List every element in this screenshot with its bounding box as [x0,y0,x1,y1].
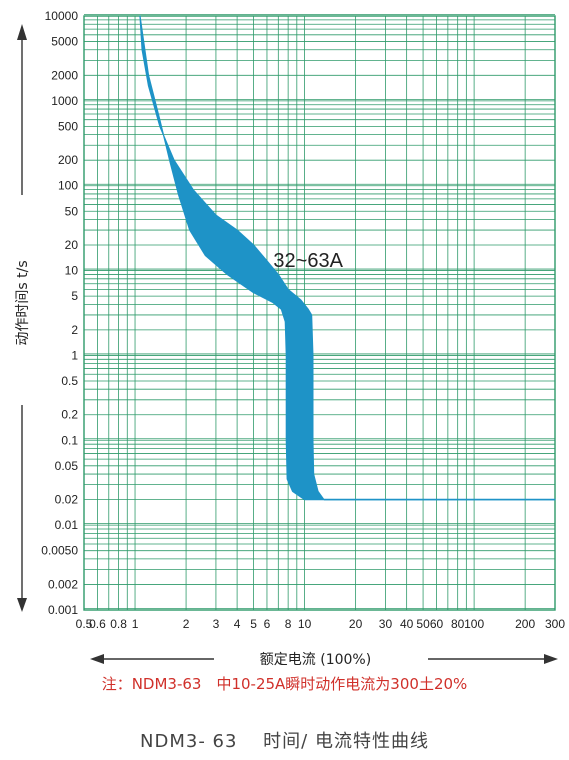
x-tick-label: 0.6 [89,617,106,631]
y-axis-arrow-down-head [17,598,27,612]
y-tick-label: 100 [58,179,78,193]
trip-curve-band [139,15,556,501]
y-tick-label: 0.5 [61,374,78,388]
y-tick-label: 5000 [51,35,78,49]
x-tick-label: 20 [349,617,363,631]
y-tick-label: 0.2 [61,408,78,422]
x-axis-arrow-right-head [544,654,558,664]
y-tick-label: 0.02 [55,493,79,507]
x-tick-label: 30 [379,617,393,631]
x-tick-label: 5 [250,617,257,631]
y-tick-label: 2 [71,323,78,337]
note-text: 注：NDM3-63 中10-25A瞬时动作电流为300土20% [101,675,468,693]
y-tick-label: 500 [58,119,78,133]
x-tick-label: 4 [234,617,241,631]
time-current-chart: 100005000200010005002001005020105210.50.… [15,9,566,668]
x-tick-label: 0.8 [110,617,127,631]
y-tick-label: 10 [65,264,79,278]
figure-caption: NDM3- 63 时间/ 电流特性曲线 [140,731,429,752]
series-annotation: 32~63A [273,250,343,272]
x-tick-label: 10 [298,617,312,631]
x-tick-label: 40 [400,617,414,631]
y-axis-arrow-up-head [17,24,27,40]
x-axis-label: 额定电流 (100%) [260,652,371,668]
x-tick-label: 200 [515,617,535,631]
x-tick-label: 80 [451,617,465,631]
y-tick-label: 5 [71,289,78,303]
x-tick-label: 1 [132,617,139,631]
y-tick-label: 0.05 [55,459,79,473]
x-tick-label: 3 [213,617,220,631]
y-tick-label: 200 [58,153,78,167]
x-tick-label: 2 [183,617,190,631]
axis-arrows [17,24,558,664]
y-tick-label: 1000 [51,94,78,108]
y-tick-label: 0.1 [61,433,78,447]
plot-frame [83,15,556,611]
x-tick-label: 300 [545,617,565,631]
trip-band-area [139,15,556,501]
y-tick-label: 2000 [51,68,78,82]
x-tick-label: 60 [430,617,444,631]
x-tick-label: 6 [264,617,271,631]
x-tick-label: 100 [464,617,484,631]
y-axis-label: 动作时间s t/s [15,260,31,345]
x-axis-arrow-left-head [90,654,104,664]
x-axis-tick-labels: 0.50.6 0.8 1 2 3 4 5 6 8 10 20 30 40 50 60 80 100 200 300 [76,617,566,631]
x-tick-label: 50 [416,617,430,631]
y-tick-label: 0.001 [48,603,78,617]
x-tick-label: 0.5 [76,617,93,631]
y-tick-label: 0.0050 [41,544,78,558]
y-tick-label: 0.01 [55,518,79,532]
y-tick-label: 50 [65,204,79,218]
y-axis-tick-labels: 10000 5000 2000 1000 500 200 100 50 20 10 5 2 1 0.5 0.… [41,9,78,617]
y-tick-label: 20 [65,238,79,252]
y-tick-label: 0.002 [48,577,78,591]
y-tick-label: 1 [71,348,78,362]
y-tick-label: 10000 [45,9,79,23]
x-tick-label: 8 [285,617,292,631]
